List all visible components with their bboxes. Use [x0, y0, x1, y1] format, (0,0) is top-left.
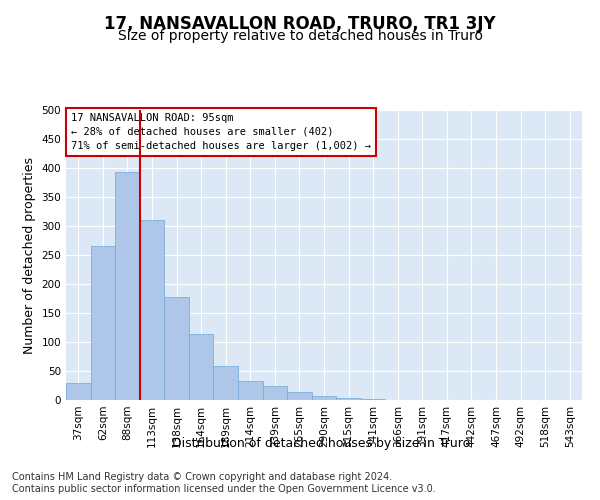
Bar — [66, 382, 91, 400]
Bar — [164, 297, 189, 400]
Bar — [91, 246, 115, 400]
Bar — [336, 398, 361, 400]
Text: Distribution of detached houses by size in Truro: Distribution of detached houses by size … — [172, 438, 470, 450]
Bar — [287, 392, 312, 400]
Bar — [238, 382, 263, 400]
Text: Size of property relative to detached houses in Truro: Size of property relative to detached ho… — [118, 29, 482, 43]
Y-axis label: Number of detached properties: Number of detached properties — [23, 156, 36, 354]
Bar — [312, 396, 336, 400]
Bar — [263, 386, 287, 400]
Text: Contains HM Land Registry data © Crown copyright and database right 2024.
Contai: Contains HM Land Registry data © Crown c… — [12, 472, 436, 494]
Bar — [115, 172, 140, 400]
Bar — [189, 334, 214, 400]
Text: 17, NANSAVALLON ROAD, TRURO, TR1 3JY: 17, NANSAVALLON ROAD, TRURO, TR1 3JY — [104, 15, 496, 33]
Bar — [214, 366, 238, 400]
Bar — [140, 220, 164, 400]
Text: 17 NANSAVALLON ROAD: 95sqm
← 28% of detached houses are smaller (402)
71% of sem: 17 NANSAVALLON ROAD: 95sqm ← 28% of deta… — [71, 113, 371, 151]
